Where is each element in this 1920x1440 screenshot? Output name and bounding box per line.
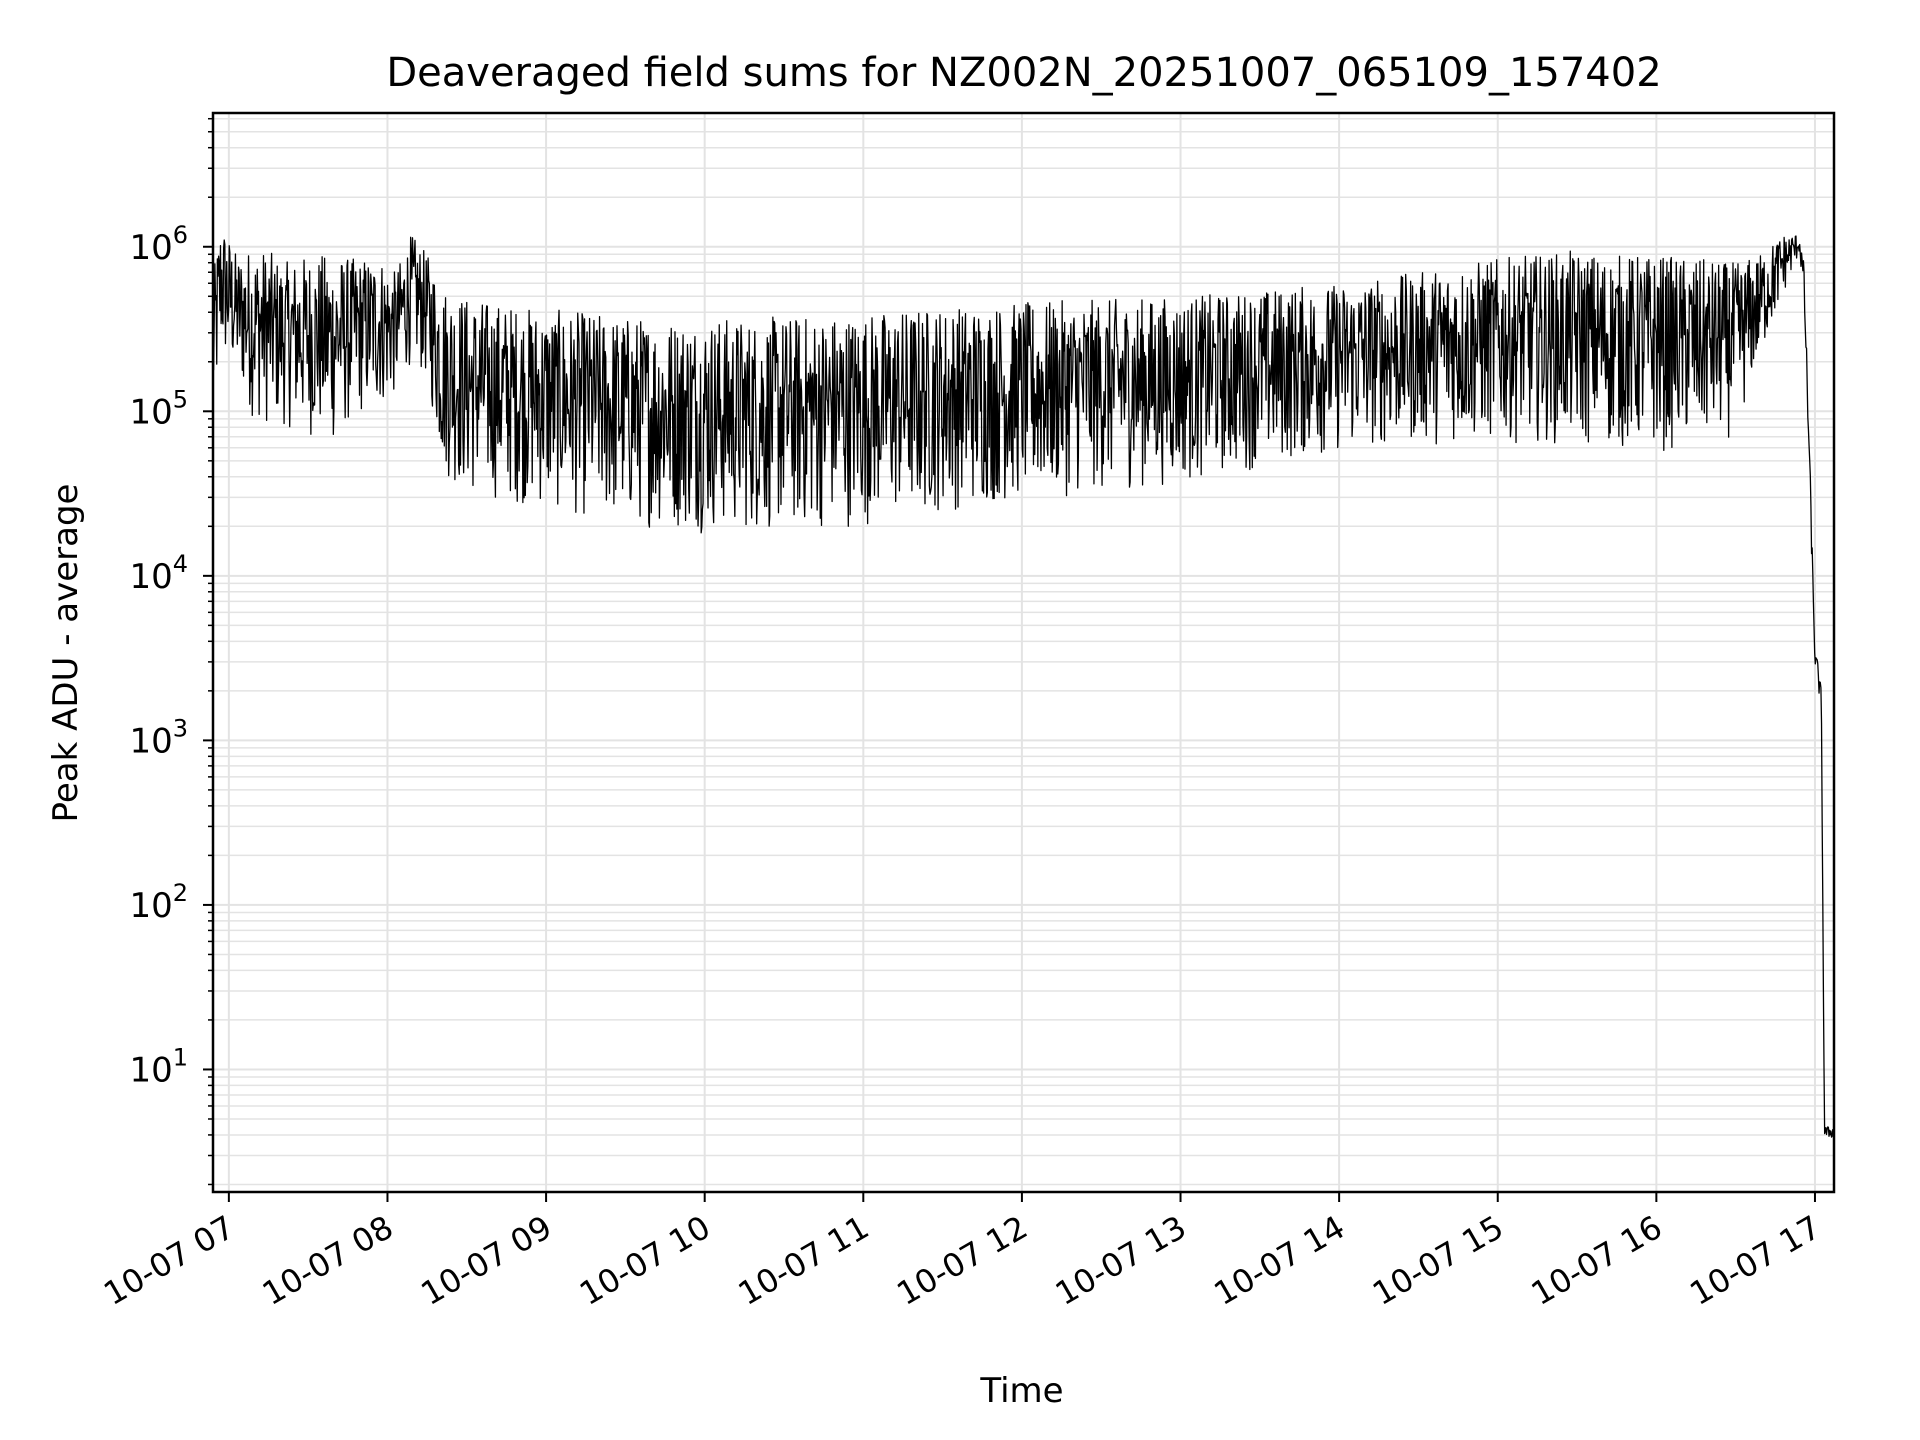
- plot-frame: [211, 111, 1836, 1194]
- y-tick-label: 104: [129, 550, 188, 597]
- y-tick-label: 106: [129, 221, 188, 268]
- y-tick-label: 102: [129, 879, 188, 926]
- series-line: [212, 235, 1835, 1138]
- chart-title: Deaveraged field sums for NZ002N_2025100…: [386, 50, 1661, 96]
- y-tick-label: 105: [129, 385, 188, 432]
- y-axis: 101 102 103 104 105 106: [129, 117, 213, 1186]
- y-axis-label: Peak ADU - average: [46, 484, 86, 823]
- y-tick-label: 101: [129, 1043, 188, 1090]
- grid: [213, 113, 1834, 1192]
- data-series: [212, 235, 1835, 1138]
- x-axis-label: Time: [979, 1371, 1063, 1411]
- y-tick-label: 103: [129, 714, 188, 761]
